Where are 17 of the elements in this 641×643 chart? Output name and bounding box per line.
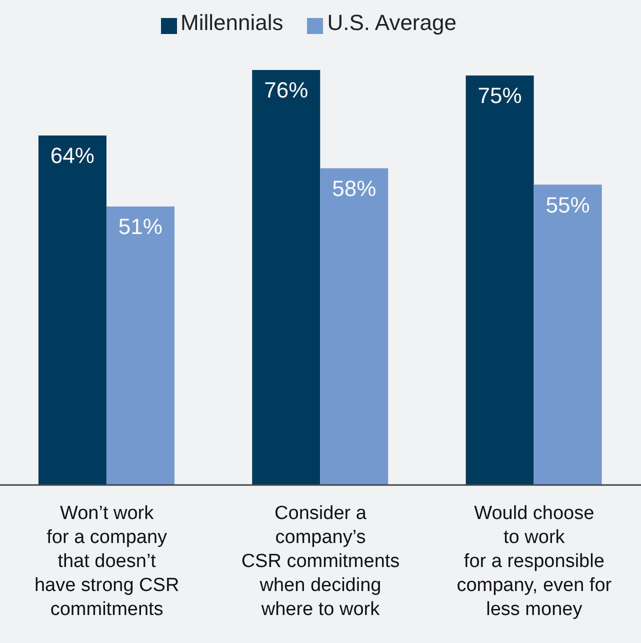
x-tick-label: Won’t work for a company that doesn’t have strong CSR commitments — [34, 503, 180, 620]
bar — [106, 206, 174, 485]
bar — [38, 136, 106, 485]
data-label: 51% — [118, 214, 162, 240]
data-label: 55% — [546, 192, 590, 218]
data-label: 76% — [264, 78, 308, 103]
x-tick-label: Would choose to work for a responsible company, even for less money — [456, 503, 612, 620]
x-tick-label: Consider a company’s CSR commitments when deciding where to work — [241, 503, 400, 620]
bar — [466, 75, 534, 485]
data-label: 75% — [478, 83, 522, 108]
bar — [252, 70, 320, 485]
bar — [320, 168, 388, 485]
legend-label: U.S. Average — [327, 10, 456, 35]
data-label: 58% — [332, 176, 376, 201]
bar — [534, 184, 602, 485]
data-label: 64% — [50, 143, 94, 168]
legend-label: Millennials — [180, 10, 284, 35]
